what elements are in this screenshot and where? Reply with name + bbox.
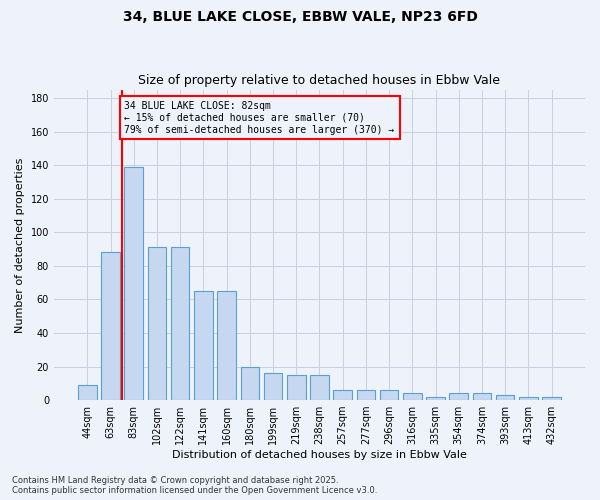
Bar — [519, 396, 538, 400]
Text: 34 BLUE LAKE CLOSE: 82sqm
← 15% of detached houses are smaller (70)
79% of semi-: 34 BLUE LAKE CLOSE: 82sqm ← 15% of detac… — [124, 102, 395, 134]
Bar — [148, 248, 166, 400]
Bar — [542, 396, 561, 400]
Bar — [356, 390, 375, 400]
Bar — [403, 394, 422, 400]
Bar — [310, 375, 329, 400]
Bar — [473, 394, 491, 400]
Bar — [171, 248, 190, 400]
Bar — [496, 395, 514, 400]
Bar — [449, 394, 468, 400]
Bar — [334, 390, 352, 400]
Bar — [101, 252, 120, 400]
Bar — [194, 291, 212, 400]
Text: 34, BLUE LAKE CLOSE, EBBW VALE, NP23 6FD: 34, BLUE LAKE CLOSE, EBBW VALE, NP23 6FD — [122, 10, 478, 24]
Bar — [264, 373, 283, 400]
Bar — [241, 366, 259, 400]
Bar — [287, 375, 305, 400]
Bar — [426, 396, 445, 400]
Y-axis label: Number of detached properties: Number of detached properties — [15, 157, 25, 332]
Bar — [78, 385, 97, 400]
Bar — [124, 167, 143, 400]
Bar — [380, 390, 398, 400]
Bar — [217, 291, 236, 400]
X-axis label: Distribution of detached houses by size in Ebbw Vale: Distribution of detached houses by size … — [172, 450, 467, 460]
Text: Contains HM Land Registry data © Crown copyright and database right 2025.
Contai: Contains HM Land Registry data © Crown c… — [12, 476, 377, 495]
Title: Size of property relative to detached houses in Ebbw Vale: Size of property relative to detached ho… — [139, 74, 500, 87]
